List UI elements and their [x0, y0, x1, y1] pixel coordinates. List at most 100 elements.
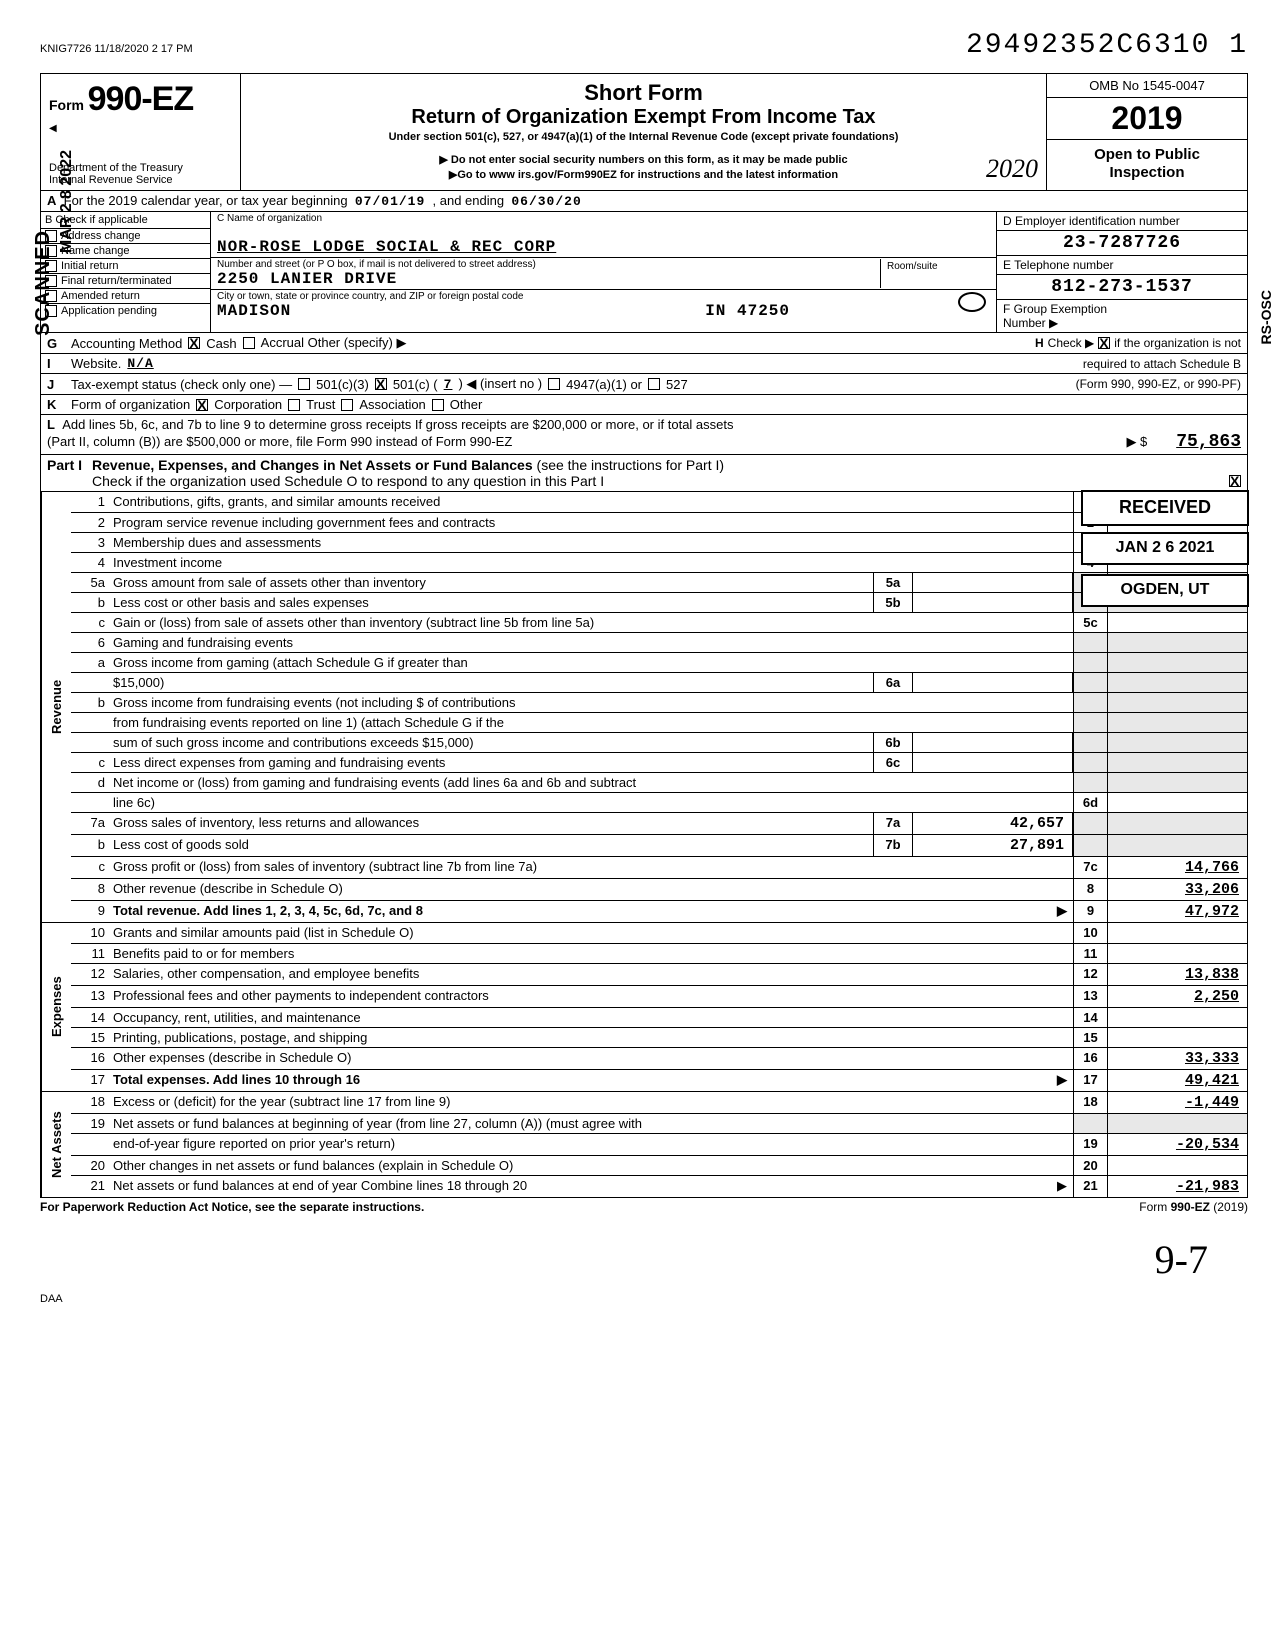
right-box-label: 10	[1073, 923, 1107, 943]
table-row: 9Total revenue. Add lines 1, 2, 3, 4, 5c…	[71, 900, 1247, 922]
row-l-gross-receipts: L Add lines 5b, 6c, and 7b to line 9 to …	[40, 415, 1248, 455]
table-row: 17Total expenses. Add lines 10 through 1…	[71, 1069, 1247, 1091]
ein-value: 23-7287726	[997, 230, 1247, 255]
expenses-section: Expenses 10Grants and similar amounts pa…	[40, 923, 1248, 1092]
line-number: d	[71, 773, 109, 792]
table-row: 12Salaries, other compensation, and empl…	[71, 963, 1247, 985]
h-text-2: if the organization is not	[1114, 336, 1241, 350]
shaded-val	[1107, 753, 1247, 772]
line-description: Other revenue (describe in Schedule O)	[109, 879, 1073, 900]
line-description: Net income or (loss) from gaming and fun…	[109, 773, 1073, 792]
chk-initial-return[interactable]: Initial return	[41, 258, 210, 273]
4947-label: 4947(a)(1) or	[566, 377, 642, 392]
checkbox-assoc[interactable]	[341, 399, 353, 411]
right-value	[1107, 1028, 1247, 1047]
line-description: Contributions, gifts, grants, and simila…	[109, 492, 1073, 512]
checkbox-accrual[interactable]	[243, 337, 255, 349]
right-value: 2,250	[1107, 986, 1247, 1007]
right-box-label: 7c	[1073, 857, 1107, 878]
row-a-tax-year: A For the 2019 calendar year, or tax yea…	[40, 191, 1248, 212]
row-a-mid: , and ending	[433, 193, 505, 208]
table-row: 16Other expenses (describe in Schedule O…	[71, 1047, 1247, 1069]
line-description: Salaries, other compensation, and employ…	[109, 964, 1073, 985]
side-label-netassets: Net Assets	[41, 1092, 71, 1197]
chk-final-return[interactable]: Final return/terminated	[41, 273, 210, 288]
daa-mark: DAA	[40, 1293, 1248, 1305]
checkbox-trust[interactable]	[288, 399, 300, 411]
table-row: 19Net assets or fund balances at beginni…	[71, 1113, 1247, 1133]
line-description: Gross amount from sale of assets other t…	[109, 573, 873, 592]
chk-label: Final return/terminated	[61, 275, 172, 287]
label-c-name: C Name of organization	[217, 213, 990, 224]
table-row: 4Investment income4	[71, 552, 1247, 572]
table-row: 2Program service revenue including gover…	[71, 512, 1247, 532]
shaded-box	[1073, 673, 1107, 692]
shaded-box	[1073, 773, 1107, 792]
right-box-label: 16	[1073, 1048, 1107, 1069]
label-i: I	[47, 356, 65, 371]
table-row: dNet income or (loss) from gaming and fu…	[71, 772, 1247, 792]
part-i-title-after: (see the instructions for Part I)	[537, 457, 725, 473]
tax-year-begin: 07/01/19	[355, 194, 425, 209]
line-number	[71, 673, 109, 692]
open-public-2: Inspection	[1055, 164, 1239, 182]
right-value	[1107, 1156, 1247, 1175]
city-row: City or town, state or province country,…	[211, 289, 996, 321]
mid-box-label: 6b	[873, 733, 913, 752]
line-description: from fundraising events reported on line…	[109, 713, 1073, 732]
checkbox-527[interactable]	[648, 378, 660, 390]
line-number	[71, 793, 109, 812]
shaded-val	[1107, 633, 1247, 652]
form990-right-text: (Form 990, 990-EZ, or 990-PF)	[1076, 377, 1241, 391]
tax-year: 2019	[1047, 98, 1247, 140]
right-box-label: 8	[1073, 879, 1107, 900]
line-number	[71, 713, 109, 732]
ogden-stamp: OGDEN, UT	[1081, 574, 1249, 607]
form-word: Form	[49, 97, 84, 113]
right-value: -21,983	[1107, 1176, 1247, 1197]
right-value: 14,766	[1107, 857, 1247, 878]
right-value	[1107, 793, 1247, 812]
checkbox-501c3[interactable]	[298, 378, 310, 390]
checkbox-501c[interactable]	[375, 378, 387, 390]
part-i-title-block: Revenue, Expenses, and Changes in Net As…	[92, 457, 1241, 489]
street-address: 2250 LANIER DRIVE	[217, 270, 880, 288]
checkbox-corp[interactable]	[196, 399, 208, 411]
table-row: aGross income from gaming (attach Schedu…	[71, 652, 1247, 672]
gross-receipts-amount: 75,863	[1176, 432, 1241, 452]
line-number: 7a	[71, 813, 109, 834]
mid-value	[913, 733, 1073, 752]
shaded-box	[1073, 633, 1107, 652]
title-under-section: Under section 501(c), 527, or 4947(a)(1)…	[249, 131, 1038, 143]
label-e-tel: E Telephone number	[997, 255, 1247, 274]
col-c-org-info: C Name of organization NOR-ROSE LODGE SO…	[211, 212, 997, 332]
line-number: c	[71, 857, 109, 878]
line-description: Gaming and fundraising events	[109, 633, 1073, 652]
part-i-label: Part I	[47, 457, 82, 473]
right-box-label: 17	[1073, 1070, 1107, 1091]
right-value: -1,449	[1107, 1092, 1247, 1113]
mid-value	[913, 573, 1073, 592]
right-box-label: 13	[1073, 986, 1107, 1007]
checkbox-h-not-required[interactable]	[1098, 337, 1110, 349]
table-row: bGross income from fundraising events (n…	[71, 692, 1247, 712]
checkbox-schedule-o[interactable]	[1229, 475, 1241, 487]
roomsuite-label: Room/suite	[880, 259, 990, 288]
shaded-val	[1107, 835, 1247, 856]
checkbox-4947[interactable]	[548, 378, 560, 390]
chk-application-pending[interactable]: Application pending	[41, 303, 210, 318]
line-description: Gain or (loss) from sale of assets other…	[109, 613, 1073, 632]
scanned-date-stamp: MAR 2 8 2022	[58, 150, 76, 253]
right-value: 49,421	[1107, 1070, 1247, 1091]
shaded-val	[1107, 693, 1247, 712]
line-number: c	[71, 753, 109, 772]
501c-after: ) ◀ (insert no )	[458, 376, 542, 392]
form-number: Form 990-EZ	[49, 80, 232, 119]
line-description: Printing, publications, postage, and shi…	[109, 1028, 1073, 1047]
line-description: Gross income from fundraising events (no…	[109, 693, 1073, 712]
line-description: Total expenses. Add lines 10 through 16 …	[109, 1070, 1073, 1091]
chk-amended-return[interactable]: Amended return	[41, 288, 210, 303]
checkbox-other[interactable]	[432, 399, 444, 411]
checkbox-cash[interactable]	[188, 337, 200, 349]
shaded-val	[1107, 713, 1247, 732]
